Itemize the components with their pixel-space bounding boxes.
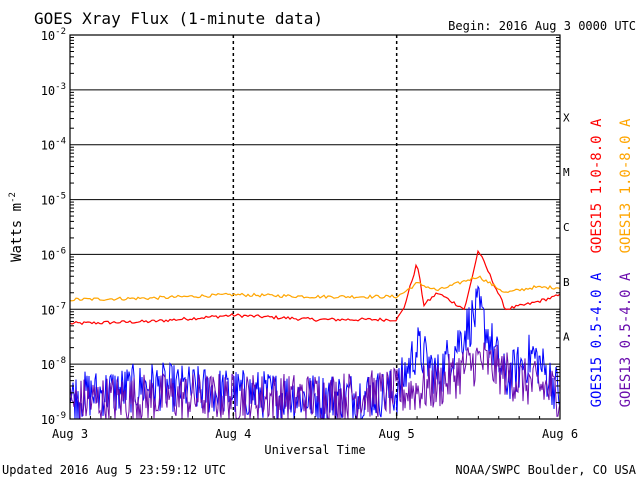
y-axis-label: Watts m-2	[8, 192, 25, 262]
legend-entry: GOES15 0.5-4.0 A	[589, 272, 605, 407]
y-tick-label-exp: -5	[55, 192, 66, 202]
y-axis-label-base: Watts m	[9, 203, 25, 262]
y-tick-label-base: 10	[41, 303, 55, 317]
y-tick-label: 10-7	[41, 301, 66, 317]
y-tick-label-exp: -3	[55, 82, 66, 92]
chart-title: GOES Xray Flux (1-minute data)	[34, 9, 323, 28]
begin-label: Begin: 2016 Aug 3 0000 UTC	[448, 19, 636, 33]
y-tick-label-base: 10	[41, 29, 55, 43]
flare-class-label: M	[563, 166, 570, 179]
y-tick-label-base: 10	[41, 413, 55, 427]
y-tick-label-exp: -6	[55, 246, 66, 256]
x-tick-label: Aug 4	[215, 427, 251, 441]
y-tick-label: 10-8	[41, 356, 66, 372]
x-tick-label: Aug 3	[52, 427, 88, 441]
y-tick-label-exp: -9	[55, 411, 66, 421]
series-line	[69, 249, 561, 326]
flare-class-label: B	[563, 276, 570, 289]
y-tick-label-base: 10	[41, 139, 55, 153]
plot-area-frame	[69, 34, 561, 420]
legend: GOES15 1.0-8.0 A GOES13 1.0-8.0 A GOES15 0…	[589, 118, 634, 407]
y-tick-label: 10-9	[41, 411, 66, 427]
y-tick-label: 10-5	[41, 192, 66, 208]
y-tick-label: 10-4	[41, 137, 66, 153]
series-layer	[69, 249, 561, 420]
flare-class-label: A	[563, 331, 570, 344]
credit-label: NOAA/SWPC Boulder, CO USA	[455, 463, 636, 477]
updated-timestamp: Updated 2016 Aug 5 23:59:12 UTC	[2, 463, 226, 477]
flare-class-label: C	[563, 221, 570, 234]
grid-layer	[70, 34, 560, 420]
y-tick-label-exp: -4	[55, 137, 66, 147]
legend-entry: GOES15 1.0-8.0 A	[589, 118, 605, 253]
y-axis-label-exp: -2	[8, 192, 18, 203]
y-tick-label: 10-3	[41, 82, 66, 98]
axis-ticks-layer	[69, 37, 561, 419]
x-tick-label: Aug 6	[542, 427, 578, 441]
flare-class-label: X	[563, 111, 570, 124]
y-tick-label-exp: -8	[55, 356, 66, 366]
x-tick-label: Aug 5	[379, 427, 415, 441]
legend-entry: GOES13 0.5-4.0 A	[618, 272, 634, 407]
series-line	[69, 342, 561, 420]
y-tick-label: 10-2	[41, 27, 66, 43]
y-tick-label-exp: -7	[55, 301, 66, 311]
y-tick-label-base: 10	[41, 194, 55, 208]
y-tick-label-base: 10	[41, 84, 55, 98]
series-line	[69, 285, 561, 420]
y-tick-label-exp: -2	[55, 27, 66, 37]
series-line	[69, 275, 561, 302]
y-tick-label-base: 10	[41, 248, 55, 262]
y-tick-label-base: 10	[41, 358, 55, 372]
y-tick-label: 10-6	[41, 246, 66, 262]
x-axis-label: Universal Time	[264, 443, 365, 457]
legend-entry: GOES13 1.0-8.0 A	[618, 118, 634, 253]
